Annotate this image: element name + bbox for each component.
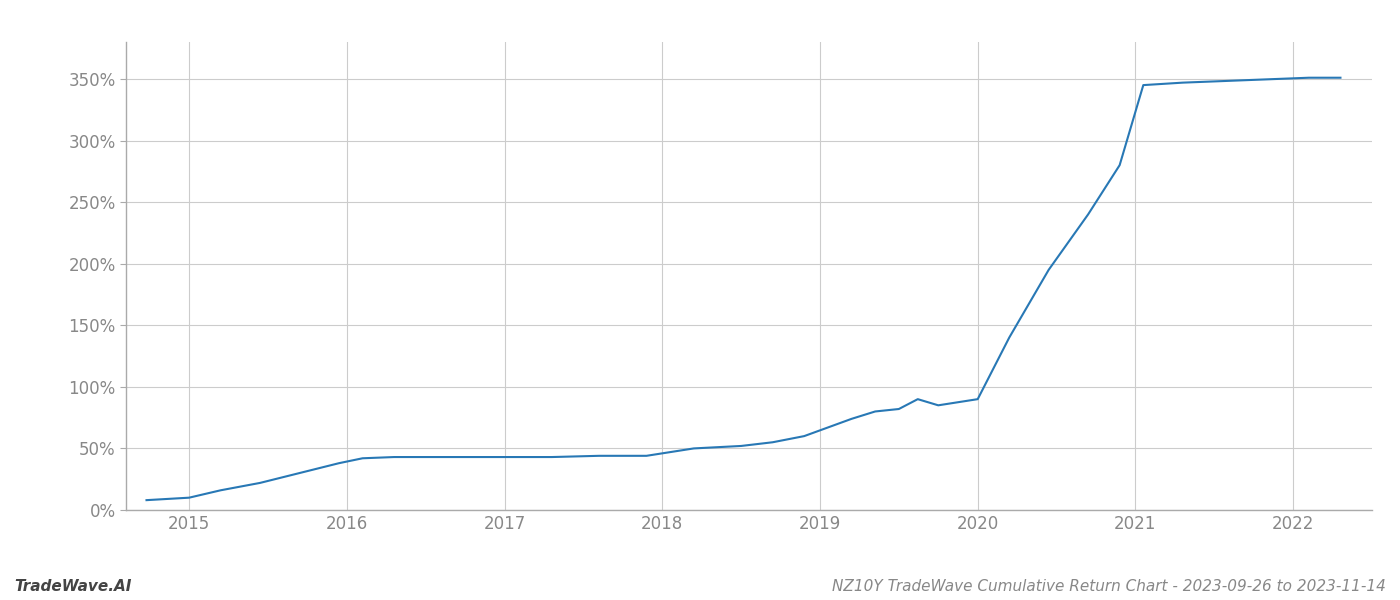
Text: TradeWave.AI: TradeWave.AI [14,579,132,594]
Text: NZ10Y TradeWave Cumulative Return Chart - 2023-09-26 to 2023-11-14: NZ10Y TradeWave Cumulative Return Chart … [832,579,1386,594]
